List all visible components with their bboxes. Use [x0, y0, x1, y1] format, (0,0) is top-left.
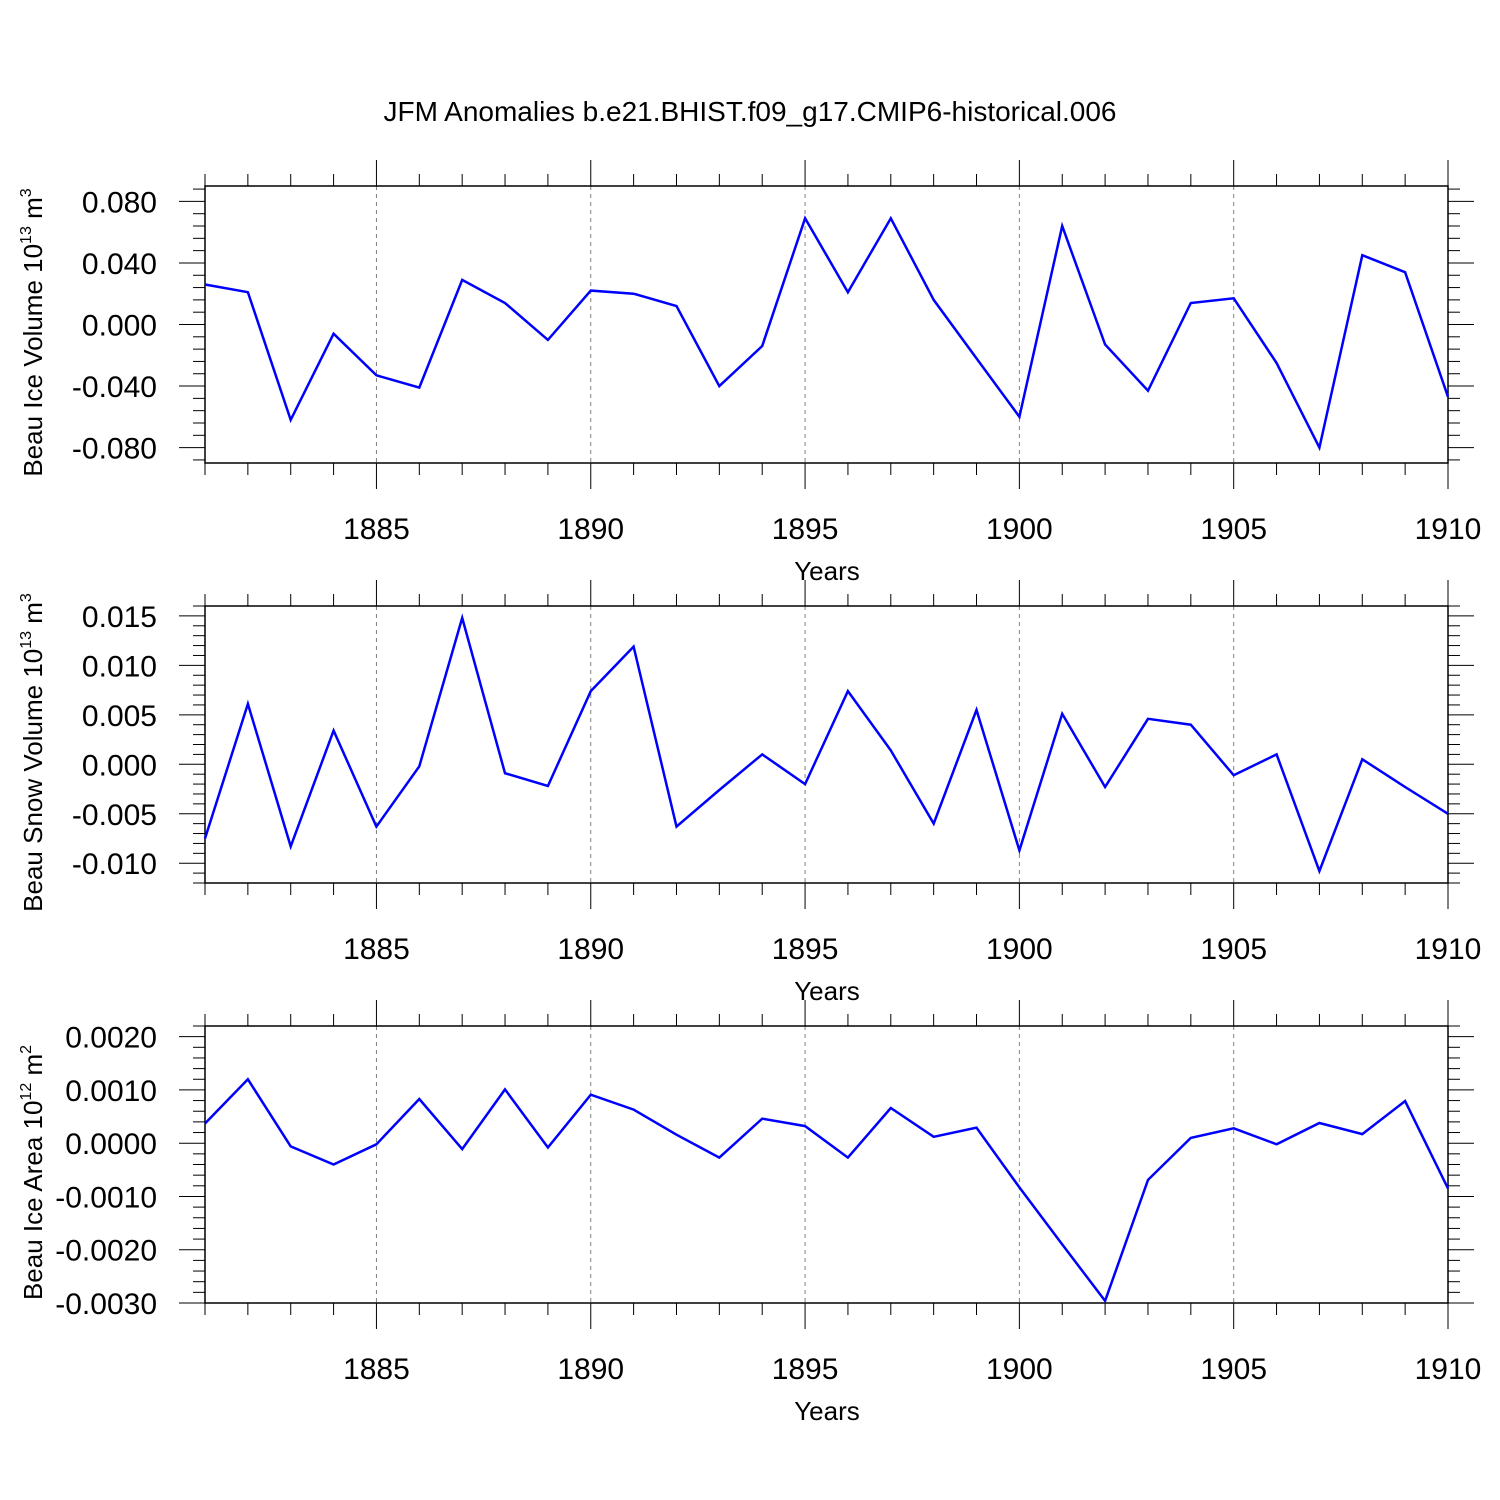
ice-area-panel: -0.0030 -0.0020 -0.0010 0.0000 0.0010 0.0020 1…: [18, 1000, 1481, 1426]
plot-frame: [204, 1025, 1449, 1304]
data-series-line: [204, 1077, 1450, 1304]
x-tick-label: 1900: [986, 933, 1053, 966]
snow-volume-panel: -0.010 -0.005 0.000 0.005 0.010 0.015 1885 1890…: [18, 580, 1481, 1006]
x-tick-label: 1905: [1200, 513, 1267, 546]
y-tick-label: -0.0010: [55, 1181, 157, 1214]
x-tick-label: 1890: [557, 933, 624, 966]
x-tick-label: 1900: [986, 513, 1053, 546]
plot-frame: [204, 185, 1449, 464]
y-tick-label: -0.040: [72, 371, 157, 404]
x-tick-label: 1885: [343, 933, 410, 966]
x-tick-label: 1905: [1200, 1353, 1267, 1386]
x-tick-label: 1900: [986, 1353, 1053, 1386]
y-tick-label: 0.0000: [65, 1128, 157, 1161]
x-tick-label: 1910: [1415, 513, 1482, 546]
x-tick-label: 1885: [343, 1353, 410, 1386]
y-tick-label: -0.010: [72, 848, 157, 881]
x-tick-label: 1890: [557, 1353, 624, 1386]
x-tick-label: 1890: [557, 513, 624, 546]
y-tick-label: 0.000: [82, 310, 157, 343]
x-tick-label: 1885: [343, 513, 410, 546]
y-tick-label: -0.0030: [55, 1288, 157, 1321]
y-axis-title: Beau Ice Volume 1013 m3: [18, 188, 48, 476]
y-axis-title: Beau Ice Area 1012 m2: [18, 1045, 48, 1300]
data-series-line: [203, 613, 1449, 875]
y-tick-label: 0.080: [82, 186, 157, 219]
x-tick-label: 1895: [772, 933, 839, 966]
x-axis-title: Years: [794, 556, 860, 586]
y-tick-label: -0.005: [72, 799, 157, 832]
y-tick-label: 0.010: [82, 650, 157, 683]
x-tick-label: 1910: [1415, 933, 1482, 966]
y-tick-label: 0.000: [82, 749, 157, 782]
figure-title: JFM Anomalies b.e21.BHIST.f09_g17.CMIP6-…: [383, 96, 1117, 127]
x-tick-label: 1910: [1415, 1353, 1482, 1386]
x-tick-label: 1895: [772, 1353, 839, 1386]
y-tick-label: 0.0020: [65, 1022, 157, 1055]
y-tick-label: 0.040: [82, 248, 157, 281]
y-tick-label: -0.080: [72, 433, 157, 466]
x-axis-title: Years: [794, 1396, 860, 1426]
x-axis-title: Years: [794, 976, 860, 1006]
ice-volume-panel: -0.080 -0.040 0.000 0.040 0.080 1885 1890 1895 1…: [18, 160, 1481, 586]
y-tick-label: 0.015: [82, 601, 157, 634]
y-tick-label: 0.0010: [65, 1075, 157, 1108]
plot-frame: [204, 605, 1449, 884]
x-tick-label: 1905: [1200, 933, 1267, 966]
x-tick-label: 1895: [772, 513, 839, 546]
y-axis-title: Beau Snow Volume 1013 m3: [18, 593, 48, 912]
y-tick-label: -0.0020: [55, 1235, 157, 1268]
data-series-line: [204, 215, 1450, 452]
y-tick-label: 0.005: [82, 700, 157, 733]
